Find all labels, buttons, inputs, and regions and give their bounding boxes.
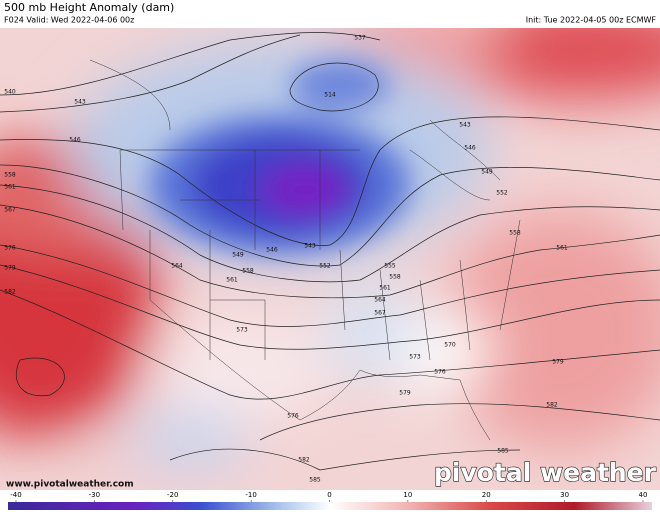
contour-label: 546 (464, 145, 476, 152)
colorbar (8, 502, 652, 510)
contour-label: 540 (4, 89, 16, 96)
contour-label: 576 (287, 413, 299, 420)
contour-label: 582 (298, 457, 310, 464)
contour-label: 552 (496, 190, 508, 197)
contour-label: 579 (4, 265, 16, 272)
colorbar-tick-label: -40 (10, 491, 21, 499)
contour-label: 558 (389, 274, 401, 281)
valid-time: F024 Valid: Wed 2022-04-06 00z (4, 16, 134, 25)
contour-label: 582 (4, 289, 16, 296)
colorbar-tick-label: -20 (167, 491, 178, 499)
contour-label: 546 (69, 137, 81, 144)
contour-label: 561 (226, 277, 238, 284)
contour-label: 573 (409, 354, 421, 361)
contour-label: 564 (374, 297, 386, 304)
contour-labels: 540 543 546 558 561 567 576 579 582 537 514 543 546 5… (4, 35, 568, 484)
header-bar (0, 0, 660, 28)
colorbar-tick-label: 40 (639, 491, 648, 499)
colorbar-tick-label: 20 (482, 491, 491, 499)
contour-label: 549 (481, 169, 493, 176)
contour-label: 585 (309, 477, 321, 484)
political-borders (89, 59, 521, 441)
colorbar-tick-label: 30 (560, 491, 569, 499)
contour-label: 573 (236, 327, 248, 334)
contour-label: 576 (4, 245, 16, 252)
height-contours (0, 32, 660, 471)
colorbar-tick-label: -10 (245, 491, 256, 499)
colorbar-tick-label: 10 (403, 491, 412, 499)
colorbar-tick-label: 0 (327, 491, 331, 499)
contour-label: 585 (497, 448, 509, 455)
contour-label: 514 (324, 92, 336, 99)
contour-label: 570 (444, 342, 456, 349)
contour-label: 567 (4, 207, 16, 214)
contour-label: 564 (171, 263, 183, 270)
contour-label: 546 (266, 247, 278, 254)
website-label: www.pivotalweather.com (6, 480, 134, 490)
contour-label: 552 (319, 263, 331, 270)
logo: pivotal weather (434, 458, 657, 487)
contour-label: 543 (74, 99, 86, 106)
contour-label: 543 (459, 122, 471, 129)
contour-label: 567 (374, 310, 386, 317)
contour-label: 579 (399, 390, 411, 397)
colorbar-tick-label: -30 (89, 491, 100, 499)
contour-label: 576 (434, 369, 446, 376)
contour-label: 549 (232, 252, 244, 259)
contour-label: 561 (379, 285, 391, 292)
contour-label: 561 (4, 184, 16, 191)
contour-label: 558 (242, 268, 254, 275)
contour-label: 558 (509, 230, 521, 237)
contour-label: 582 (546, 402, 558, 409)
contour-label: 543 (304, 243, 316, 250)
contour-label: 579 (552, 359, 564, 366)
anomaly-field (0, 28, 660, 490)
contour-label: 561 (556, 245, 568, 252)
map-title: 500 mb Height Anomaly (dam) (4, 1, 174, 14)
contour-label: 555 (384, 263, 396, 270)
contour-label: 537 (354, 35, 366, 42)
contour-label: 558 (4, 172, 16, 179)
init-time: Init: Tue 2022-04-05 00z ECMWF (526, 16, 657, 25)
